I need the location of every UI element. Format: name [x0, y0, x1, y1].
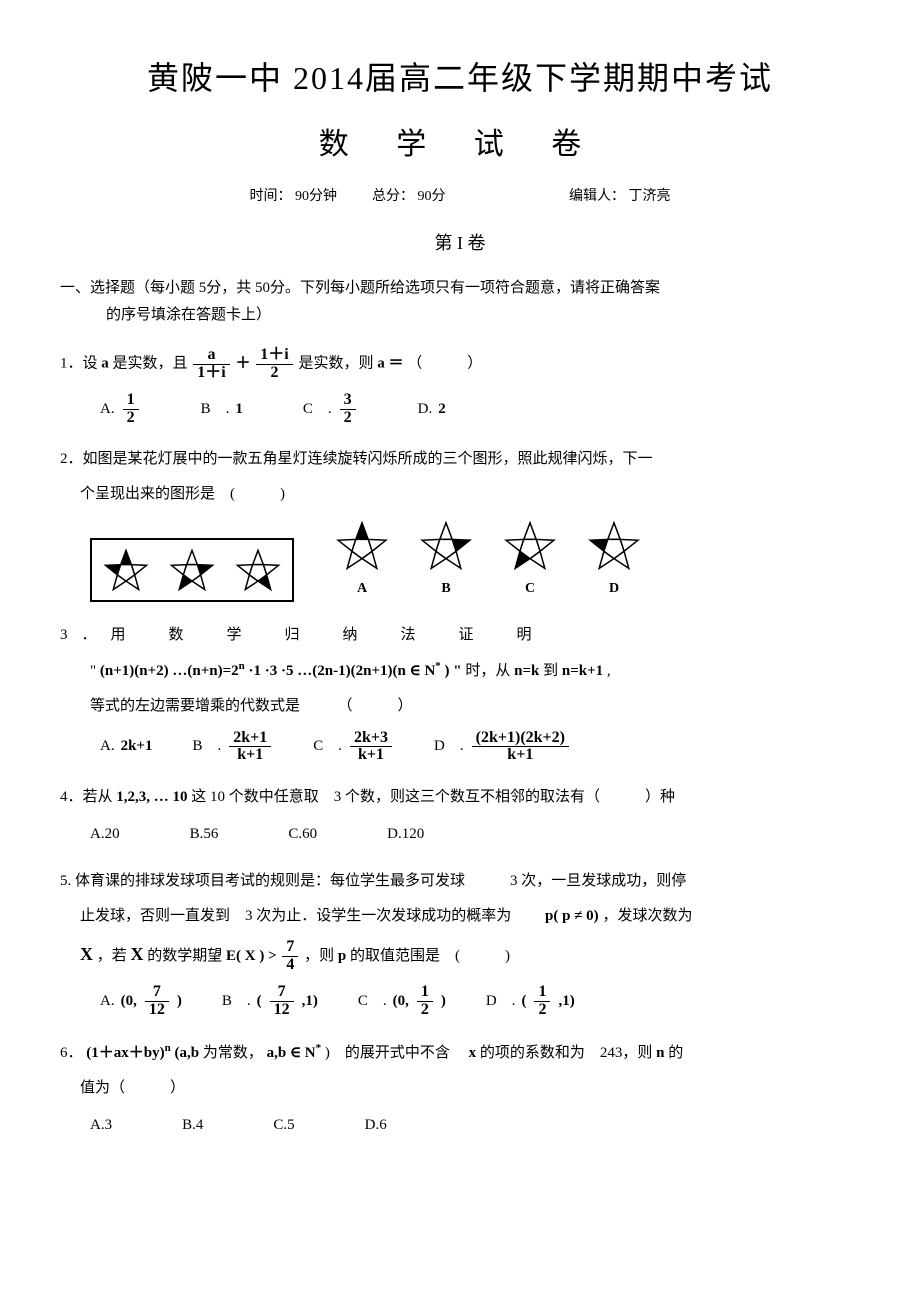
time-value: 90分钟 — [295, 189, 337, 204]
q4-opt-c: C.60 — [288, 821, 317, 848]
option-label: C — [502, 576, 558, 601]
q2-option-c: C — [502, 518, 558, 601]
star-icon — [168, 546, 216, 594]
q1-frac2: 1＋i 2 — [256, 347, 292, 382]
question-2: 2．如图是某花灯展中的一款五角星灯连续旋转闪烁所成的三个图形，照此规律闪烁，下一… — [60, 446, 860, 601]
question-6: 6． (1＋ax＋by)n (a,b 为常数， a,b ∈ N* ) 的展开式中… — [60, 1039, 860, 1139]
q2-option-stars: A B C D — [334, 518, 642, 601]
q1-frac1: a 1＋i — [193, 347, 229, 382]
question-3: 3．用 数 学 归 纳 法 证 明 " (n+1)(n+2) …(n+n)=2n… — [60, 622, 860, 765]
option-label: D — [586, 576, 642, 601]
q2-option-a: A — [334, 518, 390, 601]
exam-subtitle: 数 学 试 卷 — [60, 118, 860, 172]
q5-opt-c: C . (0, 12) — [358, 984, 446, 1019]
section-instructions: 一、选择题（每小题 5分，共 50分。下列每小题所给选项只有一项符合题意，请将正… — [60, 275, 860, 329]
q4-opt-d: D.120 — [387, 821, 424, 848]
q1-t2: 是实数，则 — [298, 356, 377, 372]
q3-opt-a: A. 2k+1 — [100, 733, 152, 760]
editor-label: 编辑人： — [569, 189, 625, 204]
q1-prefix: 1．设 — [60, 356, 101, 372]
q2-pattern-box — [90, 538, 294, 602]
q3-opt-b: B . 2k+1k+1 — [192, 730, 273, 765]
q2-line1: 2．如图是某花灯展中的一款五角星灯连续旋转闪烁所成的三个图形，照此规律闪烁，下一 — [60, 446, 860, 473]
q5-opt-a: A. (0, 712) — [100, 984, 182, 1019]
question-4: 4．若从 1,2,3, … 10 这 10 个数中任意取 3 个数，则这三个数互… — [60, 784, 860, 848]
q3-expr: (n+1)(n+2) …(n+n)=2 — [100, 663, 239, 679]
q1-plus: ＋ — [235, 356, 250, 372]
q3-opt-c: C . 2k+3k+1 — [313, 730, 394, 765]
q1-a: a — [101, 356, 109, 372]
q2-line2: 个呈现出来的图形是 ( ) — [60, 481, 860, 508]
question-5: 5. 体育课的排球发球项目考试的规则是：每位学生最多可发球 3 次，一旦发球成功… — [60, 868, 860, 1018]
q2-option-b: B — [418, 518, 474, 601]
q4-opt-a: A.20 — [90, 821, 120, 848]
q1-eq: a ＝ — [377, 356, 403, 372]
instr-line1: 一、选择题（每小题 5分，共 50分。下列每小题所给选项只有一项符合题意，请将正… — [60, 275, 860, 302]
star-icon — [234, 546, 282, 594]
q2-figures: A B C D — [90, 518, 860, 601]
q4-options: A.20 B.56 C.60 D.120 — [60, 821, 860, 848]
q3-line3: 等式的左边需要增乘的代数式是 （ ） — [60, 693, 860, 720]
star-icon — [102, 546, 150, 594]
q6-opt-d: D.6 — [365, 1112, 387, 1139]
q1-paren: （ ） — [407, 356, 482, 372]
q5-opt-b: B . (712,1) — [222, 984, 318, 1019]
question-1: 1．设 a 是实数，且 a 1＋i ＋ 1＋i 2 是实数，则 a ＝ （ ） … — [60, 347, 860, 426]
q1-opt-b: B . 1 — [201, 396, 243, 423]
q5-opt-d: D . (12,1) — [486, 984, 575, 1019]
q2-option-d: D — [586, 518, 642, 601]
q1-opt-c: C . 32 — [303, 392, 358, 427]
exam-meta: 时间： 90分钟 总分： 90分 编辑人： 丁济亮 — [60, 184, 860, 209]
q6-options: A.3 B.4 C.5 D.6 — [60, 1112, 860, 1139]
q1-options: A. 12 B . 1 C . 32 D. 2 — [60, 392, 860, 427]
total-value: 90分 — [418, 189, 446, 204]
total-label: 总分： — [372, 189, 414, 204]
q3-line1: 3．用 数 学 归 纳 法 证 明 — [60, 622, 860, 649]
q4-opt-b: B.56 — [190, 821, 219, 848]
q5-line1: 5. 体育课的排球发球项目考试的规则是：每位学生最多可发球 3 次，一旦发球成功… — [60, 868, 860, 895]
instr-line2: 的序号填涂在答题卡上） — [60, 302, 860, 329]
q6-opt-b: B.4 — [182, 1112, 203, 1139]
editor-name: 丁济亮 — [629, 189, 671, 204]
q3-options: A. 2k+1 B . 2k+1k+1 C . 2k+3k+1 D . (2k+… — [60, 730, 860, 765]
q1-opt-d: D. 2 — [418, 396, 446, 423]
exam-title: 黄陂一中 2014届高二年级下学期期中考试 — [60, 50, 860, 108]
q1-t1: 是实数，且 — [113, 356, 192, 372]
q3-opt-d: D . (2k+1)(2k+2)k+1 — [434, 730, 571, 765]
time-label: 时间： — [250, 189, 292, 204]
section-header: 第 I 卷 — [60, 227, 860, 259]
q6-opt-c: C.5 — [273, 1112, 294, 1139]
q5-options: A. (0, 712) B . (712,1) C . (0, 12) D . … — [60, 984, 860, 1019]
option-label: B — [418, 576, 474, 601]
q1-opt-a: A. 12 — [100, 392, 141, 427]
q6-opt-a: A.3 — [90, 1112, 112, 1139]
option-label: A — [334, 576, 390, 601]
